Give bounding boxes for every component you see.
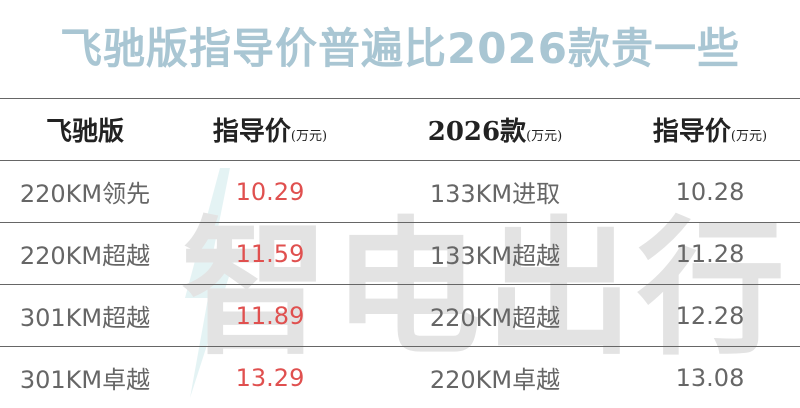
header-cell: 指导价(万元)	[170, 99, 370, 161]
table-cell: 13.08	[620, 347, 800, 408]
title: 飞驰版指导价普遍比2026款贵一些	[0, 0, 800, 98]
header-cell: 指导价(万元)	[620, 99, 800, 161]
header-row: 飞驰版指导价(万元)2026款(万元)指导价(万元)	[0, 99, 800, 161]
table-cell: 133KM进取	[370, 161, 620, 223]
table-cell: 301KM超越	[0, 285, 170, 347]
table-cell: 12.28	[620, 285, 800, 347]
header-cell: 2026款(万元)	[370, 99, 620, 161]
table-cell: 10.28	[620, 161, 800, 223]
header-text: 指导价	[213, 117, 291, 147]
table-cell: 13.29	[170, 347, 370, 408]
header-unit: (万元)	[526, 129, 562, 144]
table-cell: 220KM超越	[370, 285, 620, 347]
table-cell: 133KM超越	[370, 223, 620, 285]
table-cell: 220KM超越	[0, 223, 170, 285]
table-cell: 10.29	[170, 161, 370, 223]
header-cell: 飞驰版	[0, 99, 170, 161]
table-cell: 301KM卓越	[0, 347, 170, 408]
table-cell: 220KM领先	[0, 161, 170, 223]
table-cell: 220KM卓越	[370, 347, 620, 408]
table-cell: 11.59	[170, 223, 370, 285]
header-unit: (万元)	[291, 129, 327, 144]
header-text: 2026款	[428, 117, 526, 147]
header-unit: (万元)	[731, 129, 767, 144]
table-cell: 11.28	[620, 223, 800, 285]
header-text: 飞驰版	[46, 117, 124, 147]
header-text: 指导价	[653, 117, 731, 147]
table-cell: 11.89	[170, 285, 370, 347]
